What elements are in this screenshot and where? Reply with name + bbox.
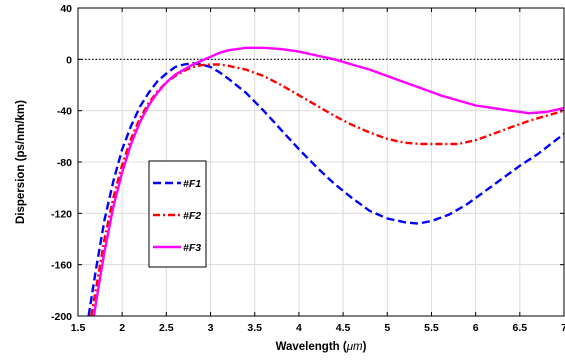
- y-tick-labels: 40 0 -40 -80 -120 -160 -200: [51, 3, 72, 323]
- x-tick-label: 6.5: [513, 322, 528, 334]
- x-tick-label: 7: [561, 322, 565, 334]
- x-tick-label: 5: [384, 322, 390, 334]
- x-tick-label: 1.5: [71, 322, 86, 334]
- y-tick-label: -80: [57, 157, 72, 169]
- y-tick-label: -40: [57, 106, 72, 118]
- x-tick-label: 6: [473, 322, 479, 334]
- series-line-f1: [87, 62, 564, 316]
- y-tick-label: 0: [66, 54, 72, 66]
- x-tick-label: 2: [119, 322, 125, 334]
- series-group: [87, 46, 564, 316]
- x-tick-label: 5.5: [424, 322, 439, 334]
- legend-label: #F3: [183, 242, 201, 254]
- x-tick-label: 3.5: [247, 322, 262, 334]
- series-line-f2: [90, 63, 564, 316]
- series-line-f3: [92, 46, 564, 316]
- y-tick-label: -200: [51, 311, 72, 323]
- x-tick-label: 4.5: [336, 322, 351, 334]
- y-tick-label: 40: [60, 3, 72, 15]
- x-axis-title-close: ): [363, 341, 367, 353]
- x-tick-labels: 1.5 2 2.5 3 3.5 4 4.5 5 5.5 6 6.5 7: [71, 322, 565, 334]
- legend: #F1 #F2 #F3: [148, 160, 207, 268]
- ticks: [77, 7, 565, 317]
- y-axis-title: Dispersion (ps/nm/km): [15, 100, 27, 224]
- x-axis-title-text: Wavelength (: [276, 341, 347, 353]
- x-tick-label: 3: [208, 322, 214, 334]
- x-axis-title-unit: μm: [346, 341, 363, 353]
- y-tick-label: -160: [51, 260, 72, 272]
- legend-label: #F2: [183, 210, 201, 222]
- legend-items: #F1 #F2 #F3: [153, 178, 201, 254]
- x-tick-label: 4: [296, 322, 302, 334]
- x-axis-title: Wavelength (μm): [276, 341, 367, 353]
- x-tick-label: 2.5: [159, 322, 174, 334]
- legend-label: #F1: [183, 178, 201, 190]
- y-tick-label: -120: [51, 208, 72, 220]
